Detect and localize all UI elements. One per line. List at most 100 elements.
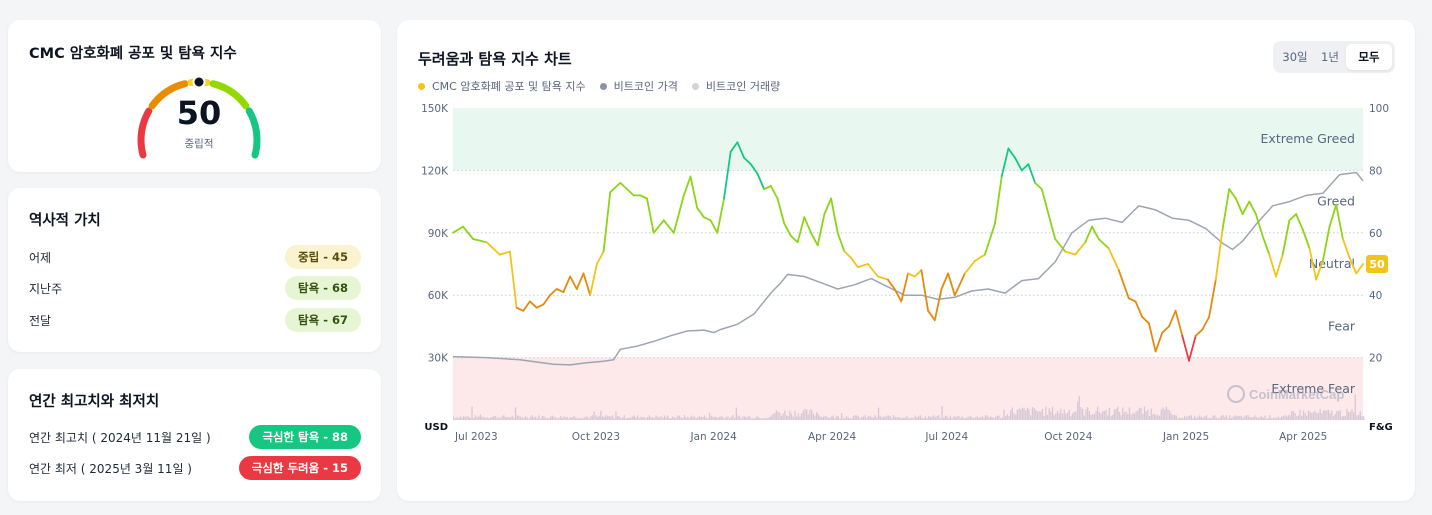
volume-bar	[1279, 417, 1281, 420]
volume-bar	[827, 417, 829, 420]
volume-bar	[720, 416, 722, 420]
fear-greed-segment	[672, 194, 685, 234]
volume-bar	[722, 416, 724, 420]
volume-bar	[779, 413, 781, 420]
gauge-segment	[245, 107, 261, 159]
y-left-tick-label: 120K	[421, 165, 449, 177]
x-tick-label: Apr 2024	[808, 431, 857, 443]
volume-bar	[1247, 415, 1249, 420]
volume-bar	[1346, 408, 1348, 420]
volume-bar	[479, 414, 482, 420]
legend-item-btc-volume[interactable]: 비트코인 거래량	[691, 78, 780, 94]
volume-bar	[637, 415, 639, 420]
historical-badge: 탐욕 - 67	[285, 308, 361, 332]
volume-bar	[668, 418, 671, 420]
volume-bar	[898, 417, 900, 420]
volume-bar	[682, 418, 684, 420]
fear-greed-segment	[796, 216, 806, 244]
volume-bar	[745, 417, 747, 420]
volume-bar	[1259, 416, 1261, 420]
volume-bar	[990, 416, 992, 420]
volume-bar	[1095, 411, 1097, 420]
volume-bar	[1351, 409, 1353, 420]
current-value-badge-bg	[1366, 255, 1388, 273]
coinmarketcap-logo-icon	[1227, 385, 1245, 403]
volume-bar	[760, 418, 763, 420]
fear-greed-segment	[509, 250, 518, 309]
volume-bar	[1165, 406, 1167, 420]
legend-item-btc-price[interactable]: 비트코인 가격	[599, 78, 678, 94]
fear-greed-segment	[1040, 188, 1050, 216]
volume-bar	[1220, 415, 1223, 420]
volume-bar	[1359, 411, 1361, 420]
range-button-all[interactable]: 모두	[1346, 44, 1392, 70]
volume-bar	[874, 415, 876, 420]
volume-bar	[1185, 417, 1187, 420]
range-button-30d[interactable]: 30일	[1282, 50, 1308, 64]
volume-bar	[708, 412, 711, 420]
volume-bar	[1205, 415, 1208, 420]
fear-greed-segment	[582, 272, 592, 297]
volume-bar	[563, 416, 565, 420]
volume-bar	[782, 413, 784, 420]
volume-bar	[533, 417, 535, 420]
fear-greed-segment	[555, 288, 565, 294]
volume-bar	[685, 417, 687, 420]
volume-bar	[770, 415, 773, 420]
volume-bar	[702, 417, 704, 420]
x-tick-label: Oct 2024	[1044, 431, 1093, 443]
fear-greed-segment	[639, 194, 648, 200]
volume-bar	[816, 412, 818, 420]
volume-bar	[1190, 415, 1192, 420]
yearly-low-row: 연간 최저 ( 2025년 3월 11일 ) 극심한 두려움 - 15	[29, 456, 361, 480]
volume-bar	[929, 417, 931, 420]
volume-bar	[598, 415, 600, 420]
fear-greed-segment	[1335, 203, 1344, 240]
legend-item-fear-greed[interactable]: CMC 암호화폐 공포 및 탐욕 지수	[418, 78, 586, 94]
volume-bar	[1056, 410, 1059, 420]
volume-bar	[1172, 415, 1174, 420]
volume-bar	[867, 416, 870, 420]
volume-bar	[852, 416, 855, 420]
volume-bar	[1068, 410, 1070, 420]
volume-bar	[1155, 415, 1157, 420]
volume-bar	[1322, 410, 1325, 420]
chart-legend: CMC 암호화폐 공포 및 탐욕 지수 비트코인 가격 비트코인 거래량	[418, 78, 794, 94]
volume-bar	[546, 418, 548, 420]
volume-bar	[545, 417, 547, 420]
volume-bar	[862, 416, 865, 420]
volume-bar	[1053, 415, 1055, 420]
zone-label: Fear	[1328, 318, 1356, 333]
fear-greed-segment	[1047, 213, 1057, 240]
volume-bar	[618, 416, 620, 420]
range-button-1y[interactable]: 1년	[1321, 50, 1339, 64]
fear-greed-segment	[803, 216, 812, 234]
volume-bar	[856, 415, 858, 420]
volume-bar	[951, 418, 953, 420]
volume-bar	[1050, 411, 1052, 420]
fear-greed-segment	[907, 272, 916, 278]
fear-greed-segment	[1034, 181, 1043, 191]
volume-bar	[1214, 415, 1216, 420]
volume-bar	[1337, 411, 1340, 420]
volume-bar	[464, 416, 466, 420]
volume-bar	[1137, 410, 1139, 420]
volume-bar	[938, 415, 940, 420]
volume-bar	[695, 418, 697, 420]
volume-bar	[1048, 408, 1050, 420]
fear-greed-segment	[1268, 253, 1277, 278]
volume-bar	[1264, 415, 1266, 420]
volume-bar	[1135, 411, 1137, 420]
volume-bar	[1092, 413, 1094, 420]
gauge-segment	[137, 107, 153, 159]
gauge-value: 50	[176, 94, 222, 132]
volume-bar	[1147, 409, 1149, 420]
fear-greed-segment	[1342, 238, 1351, 259]
volume-bar	[1242, 418, 1244, 420]
fear-greed-segment	[619, 181, 628, 191]
volume-bar	[1162, 407, 1164, 420]
volume-bar	[755, 416, 758, 420]
zone-label: Extreme Greed	[1261, 131, 1355, 146]
volume-bar	[851, 418, 853, 420]
volume-bar	[1210, 418, 1213, 420]
